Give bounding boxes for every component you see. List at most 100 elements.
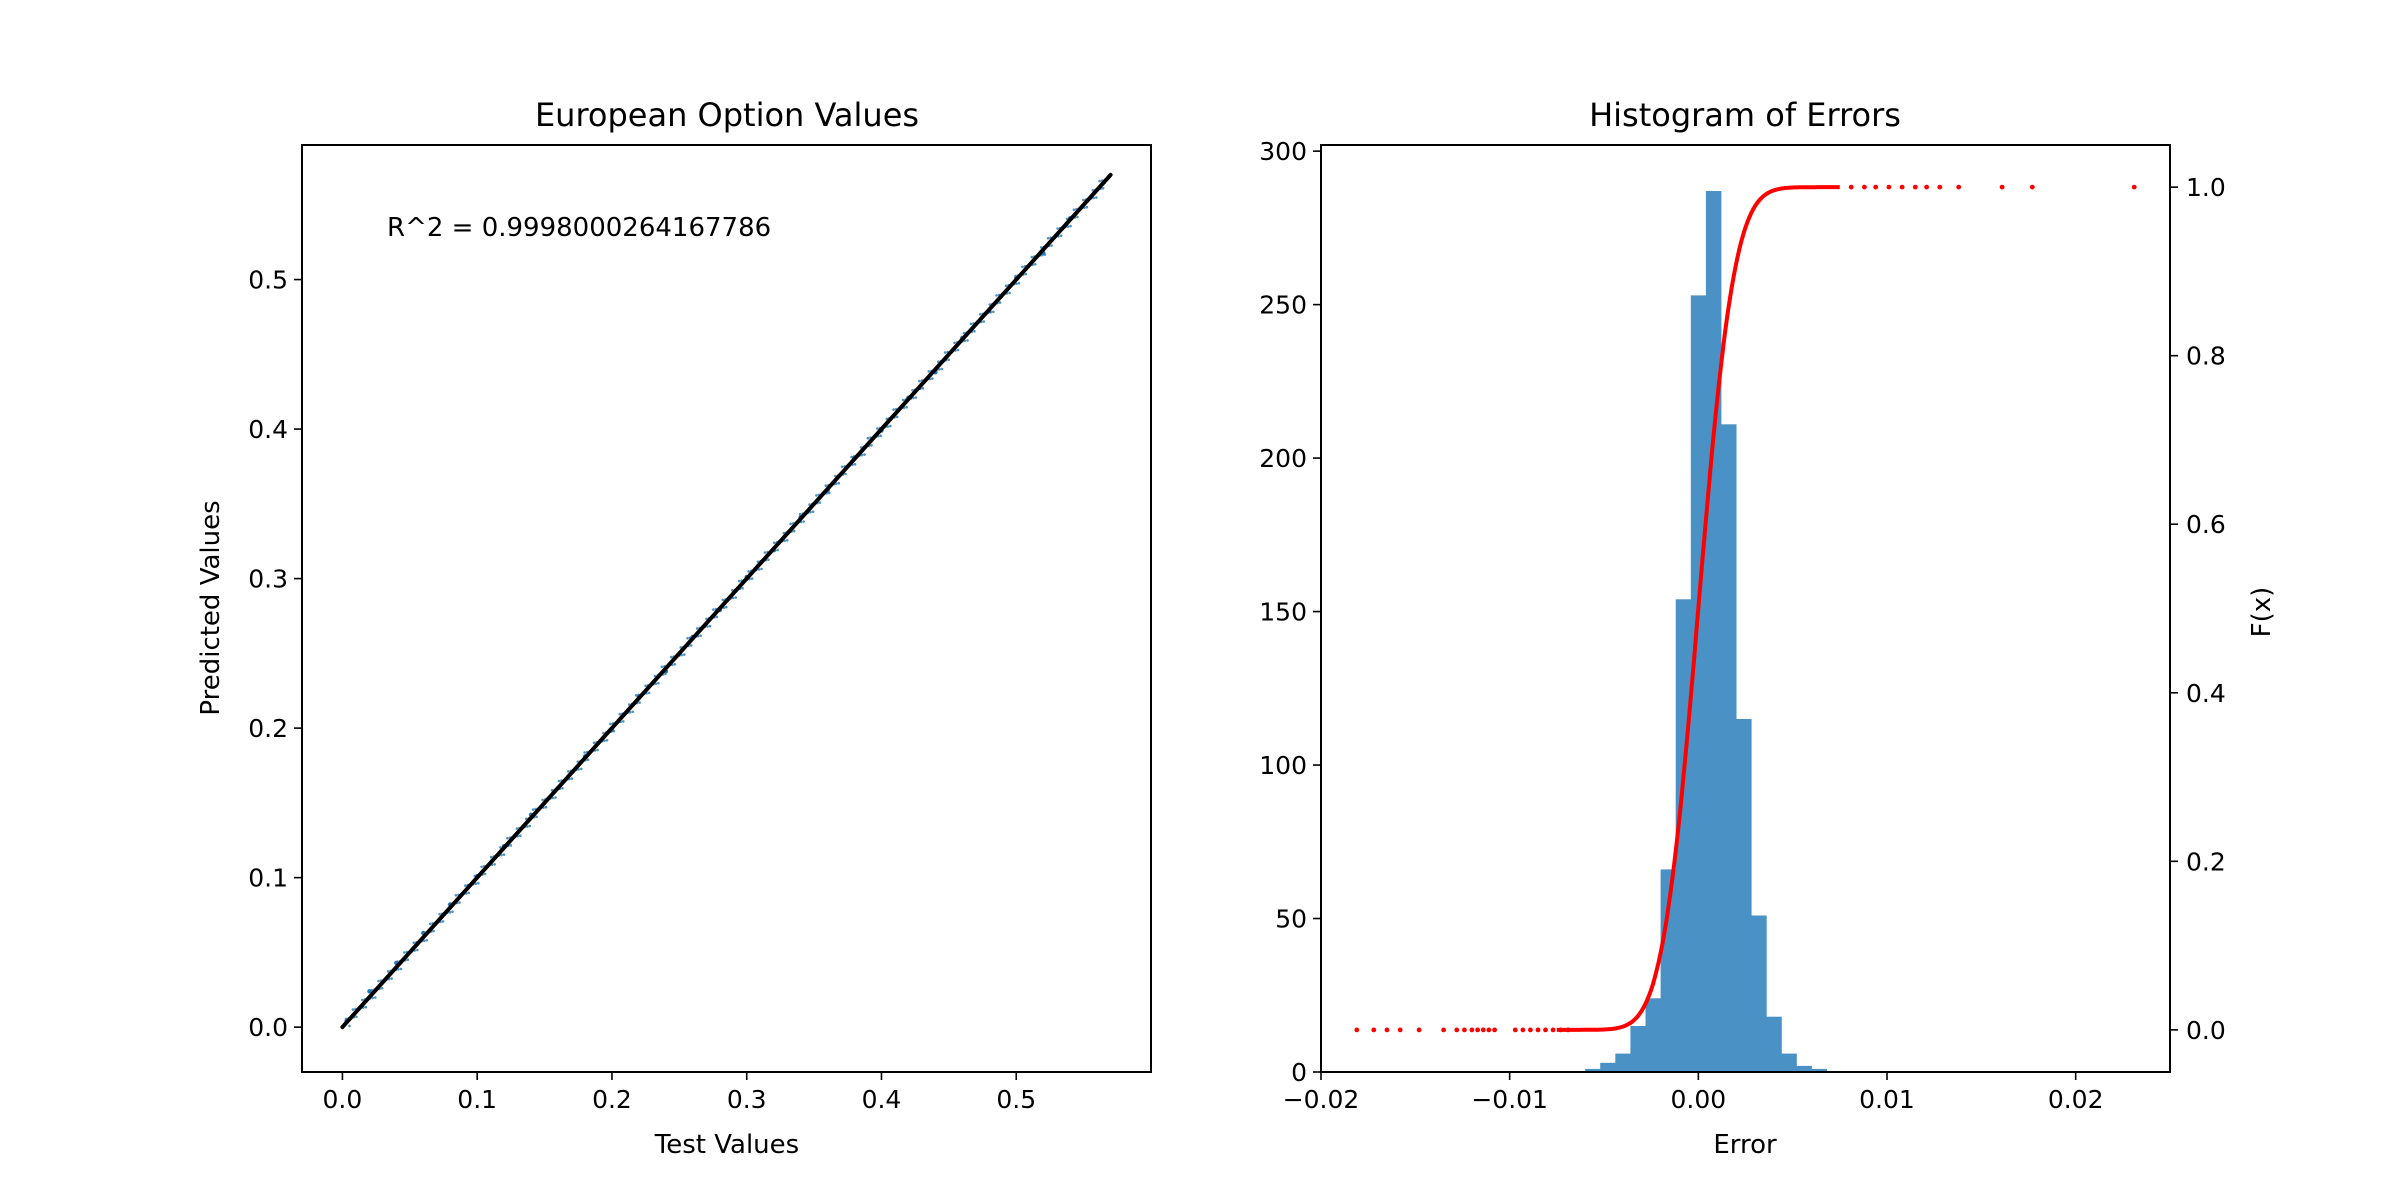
scatter-point: [683, 653, 686, 656]
scatter-point: [931, 377, 934, 380]
scatter-chart-frame: [301, 144, 1152, 1073]
scatter-point: [474, 882, 478, 885]
scatter-point: [1069, 224, 1072, 228]
scatter-point: [1085, 205, 1089, 209]
cdf-point: [2029, 184, 2035, 190]
scatter-chart: European Option Values 0.0 0.1 0.2 0.3 0.4 0.…: [196, 96, 1152, 1160]
cdf-point: [1397, 1027, 1403, 1033]
scatter-point: [901, 398, 905, 402]
histogram-bar: [1796, 1065, 1812, 1072]
scatter-point: [348, 1024, 351, 1028]
scatter-point: [705, 617, 708, 621]
y-tick-label: 50: [1275, 905, 1307, 934]
scatter-point: [577, 768, 580, 771]
scatter-point: [1021, 265, 1024, 269]
scatter-point: [422, 939, 426, 943]
scatter-point: [750, 577, 754, 580]
histogram-chart-right-axis-label: F(x): [2247, 587, 2277, 638]
histogram-chart-ticks: −0.02 −0.01 0.00 0.01 0.02 0 50 100 150 200 250 300…: [1259, 137, 2225, 1114]
scatter-point: [1046, 236, 1050, 240]
scatter-point: [638, 701, 641, 704]
cdf-point: [1512, 1027, 1518, 1033]
scatter-point: [947, 358, 950, 362]
scatter-point: [592, 741, 596, 745]
cdf-point: [1535, 1027, 1541, 1033]
scatter-point: [458, 901, 461, 904]
x-tick-label: −0.01: [1471, 1085, 1548, 1114]
scatter-point: [921, 387, 925, 390]
cdf-point: [1899, 184, 1905, 190]
histogram-bar: [1766, 1016, 1782, 1072]
scatter-point: [850, 455, 853, 459]
histogram-bar: [1660, 869, 1677, 1072]
scatter-point: [840, 465, 844, 469]
scatter-point: [844, 472, 847, 476]
scatter-point: [502, 853, 506, 856]
y-tick-label: 0.0: [248, 1013, 288, 1042]
scatter-point: [876, 427, 879, 430]
scatter-point: [567, 770, 570, 773]
right-y-tick-label: 0.4: [2186, 679, 2226, 708]
y-tick-label: 0.1: [248, 864, 288, 893]
cdf-line: [1556, 185, 1840, 1032]
right-y-tick-label: 0.2: [2186, 847, 2226, 876]
scatter-chart-x-axis-label: Test Values: [654, 1130, 799, 1160]
cdf-point: [1520, 1027, 1526, 1033]
scatter-point: [570, 777, 574, 780]
scatter-point: [1056, 227, 1059, 230]
scatter-point: [506, 836, 509, 840]
scatter-point: [870, 444, 873, 447]
scatter-point: [412, 941, 416, 945]
cdf-point: [1886, 184, 1892, 190]
scatter-point: [731, 596, 735, 600]
scatter-point: [966, 339, 969, 342]
scatter-point: [892, 408, 895, 411]
scatter-point: [828, 491, 831, 495]
scatter-point: [802, 520, 805, 523]
cdf-point: [1354, 1027, 1360, 1033]
scatter-point: [940, 367, 944, 371]
scatter-point: [428, 922, 432, 926]
scatter-point: [1004, 284, 1008, 288]
scatter-point: [1098, 179, 1101, 183]
scatter-point: [634, 694, 638, 697]
scatter-point: [741, 587, 744, 590]
scatter-chart-y-axis-label: Predicted Values: [196, 500, 226, 715]
scatter-point: [622, 720, 625, 723]
scatter-point: [551, 796, 555, 800]
cdf-point: [1937, 184, 1943, 190]
scatter-point: [583, 751, 586, 754]
histogram-chart: Histogram of Errors −0.02 −0.01 0.00 0.01 0.…: [1259, 96, 2277, 1160]
scatter-point: [863, 453, 866, 456]
scatter-point: [525, 825, 529, 828]
cdf-point: [1462, 1027, 1467, 1033]
scatter-point: [519, 834, 522, 837]
cdf-curve: [1354, 184, 2137, 1033]
scatter-point: [837, 481, 841, 485]
scatter-point: [879, 434, 883, 438]
scatter-point: [783, 539, 786, 543]
scatter-point: [1065, 217, 1069, 221]
scatter-point: [355, 1015, 358, 1019]
scatter-point: [962, 331, 966, 335]
scatter-point: [406, 958, 410, 961]
scatter-point: [416, 948, 419, 952]
scatter-point: [953, 341, 956, 345]
cdf-point: [1565, 1027, 1571, 1033]
scatter-point: [734, 596, 738, 599]
scatter-point: [364, 1005, 368, 1009]
histogram-bar: [1645, 998, 1661, 1072]
scatter-point: [397, 968, 400, 971]
scatter-point: [824, 484, 828, 488]
scatter-point: [670, 655, 673, 659]
scatter-point: [1008, 291, 1011, 295]
scatter-point: [1072, 208, 1076, 211]
scatter-point: [480, 865, 483, 869]
scatter-chart-marks: [340, 172, 1113, 1030]
y-tick-label: 0.3: [248, 565, 288, 594]
cdf-point: [1912, 184, 1918, 190]
cdf-point: [1441, 1027, 1446, 1033]
histogram-chart-title: Histogram of Errors: [1589, 96, 1901, 134]
